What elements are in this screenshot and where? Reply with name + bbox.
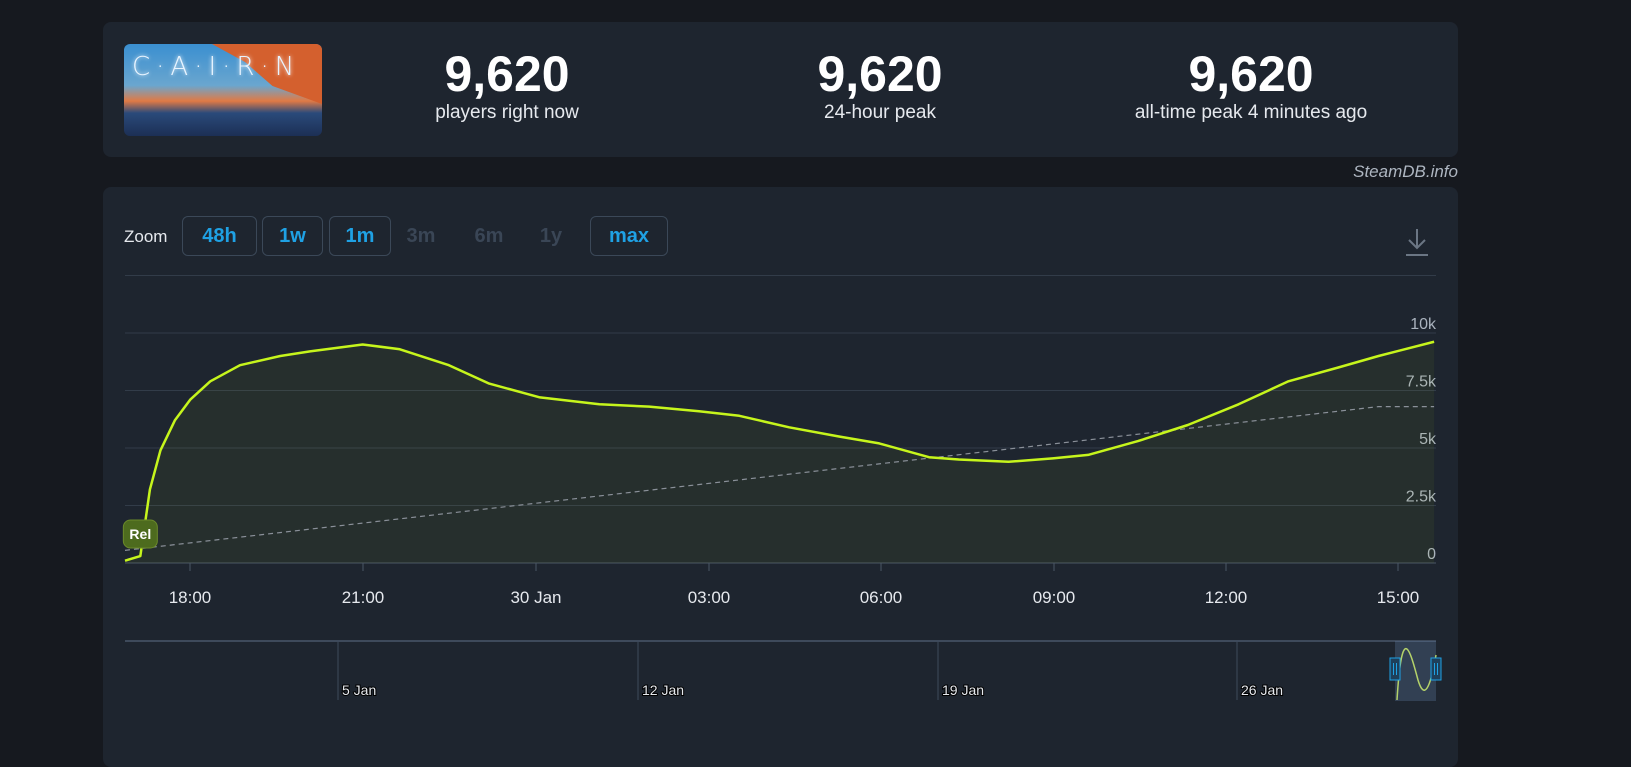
navigator-handle[interactable] <box>1390 658 1400 680</box>
release-marker-label: Rel <box>129 526 151 542</box>
x-tick-label: 21:00 <box>342 588 385 607</box>
x-tick-label: 30 Jan <box>510 588 561 607</box>
navigator-label: 5 Jan <box>342 682 376 698</box>
x-tick-label: 12:00 <box>1205 588 1248 607</box>
navigator-label: 26 Jan <box>1241 682 1283 698</box>
x-tick-label: 06:00 <box>860 588 903 607</box>
x-tick-label: 03:00 <box>688 588 731 607</box>
x-tick-label: 09:00 <box>1033 588 1076 607</box>
x-tick-label: 18:00 <box>169 588 212 607</box>
x-tick-label: 15:00 <box>1377 588 1420 607</box>
series-area <box>125 342 1434 563</box>
navigator-handle[interactable] <box>1431 658 1441 680</box>
y-tick-label: 10k <box>1410 316 1437 333</box>
navigator-label: 12 Jan <box>642 682 684 698</box>
navigator-label: 19 Jan <box>942 682 984 698</box>
